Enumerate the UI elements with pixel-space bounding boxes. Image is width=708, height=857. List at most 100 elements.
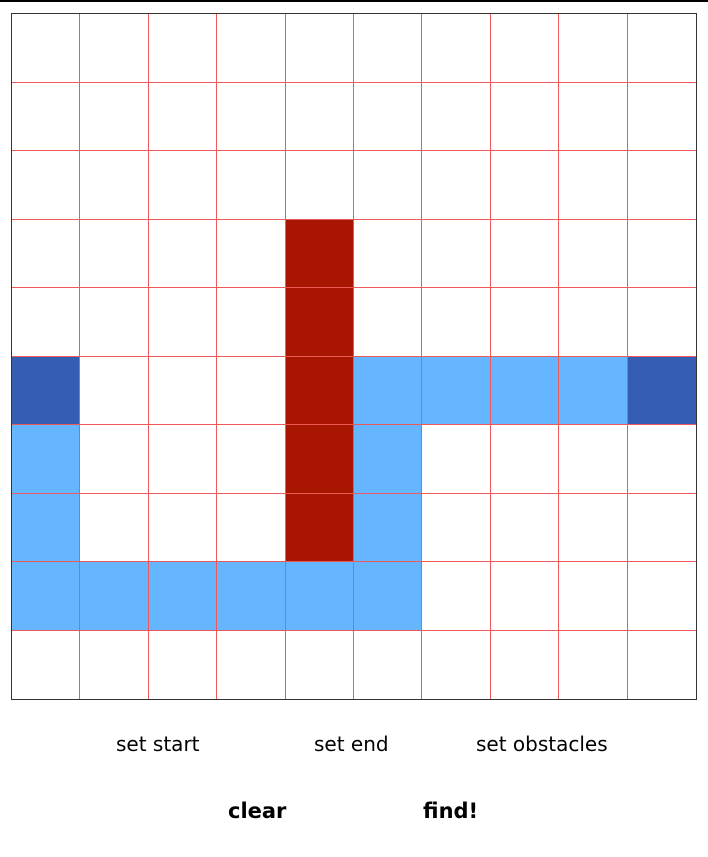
grid-cell-empty[interactable] [627, 82, 696, 151]
grid-cell-empty[interactable] [559, 151, 628, 220]
grid-cell-path[interactable] [490, 356, 560, 425]
grid-cell-obstacle[interactable] [285, 356, 354, 425]
grid-cell-empty[interactable] [285, 151, 354, 220]
grid-cell-empty[interactable] [627, 151, 696, 220]
grid-cell-empty[interactable] [490, 82, 560, 151]
grid-cell-empty[interactable] [80, 82, 149, 151]
grid-cell-empty[interactable] [217, 288, 286, 357]
grid-cell-empty[interactable] [217, 151, 286, 220]
grid-cell-empty[interactable] [12, 151, 81, 220]
grid-cell-empty[interactable] [627, 493, 696, 562]
grid-cell-empty[interactable] [422, 493, 491, 562]
grid-cell-empty[interactable] [80, 493, 149, 562]
grid-cell-empty[interactable] [12, 14, 81, 83]
grid-cell-path[interactable] [559, 356, 628, 425]
grid-cell-obstacle[interactable] [285, 493, 354, 562]
grid-cell-empty[interactable] [559, 630, 628, 699]
grid-cell-empty[interactable] [80, 219, 149, 288]
grid-cell-empty[interactable] [354, 82, 423, 151]
grid-cell-path[interactable] [354, 425, 423, 494]
grid-cell-empty[interactable] [148, 288, 218, 357]
grid-cell-empty[interactable] [627, 562, 696, 631]
grid-cell-empty[interactable] [559, 219, 628, 288]
find-button[interactable]: find! [423, 799, 479, 823]
grid-cell-empty[interactable] [12, 630, 81, 699]
grid-cell-empty[interactable] [148, 630, 218, 699]
grid-cell-empty[interactable] [422, 219, 491, 288]
grid-cell-empty[interactable] [559, 82, 628, 151]
grid-cell-empty[interactable] [12, 219, 81, 288]
grid-cell-empty[interactable] [80, 425, 149, 494]
grid-cell-path[interactable] [217, 562, 286, 631]
grid-cell-path[interactable] [354, 356, 423, 425]
grid-cell-empty[interactable] [559, 493, 628, 562]
grid-cell-empty[interactable] [422, 562, 491, 631]
grid-cell-empty[interactable] [148, 82, 218, 151]
grid-cell-empty[interactable] [80, 288, 149, 357]
grid-cell-path[interactable] [354, 562, 423, 631]
grid-cell-obstacle[interactable] [285, 219, 354, 288]
grid-cell-empty[interactable] [354, 219, 423, 288]
set-end-button[interactable]: set end [314, 732, 389, 756]
grid-cell-empty[interactable] [217, 425, 286, 494]
clear-button[interactable]: clear [228, 799, 287, 823]
grid-cell-empty[interactable] [559, 14, 628, 83]
grid-cell-empty[interactable] [285, 82, 354, 151]
grid-cell-empty[interactable] [354, 14, 423, 83]
grid-cell-empty[interactable] [422, 425, 491, 494]
grid-cell-empty[interactable] [490, 630, 560, 699]
grid-cell-empty[interactable] [285, 630, 354, 699]
grid-cell-empty[interactable] [217, 493, 286, 562]
grid-cell-empty[interactable] [12, 288, 81, 357]
grid-cell-empty[interactable] [422, 151, 491, 220]
grid-cell-empty[interactable] [148, 356, 218, 425]
set-start-button[interactable]: set start [116, 732, 200, 756]
grid-cell-path[interactable] [12, 562, 81, 631]
grid-cell-path[interactable] [80, 562, 149, 631]
grid-cell-path[interactable] [12, 493, 81, 562]
grid-cell-empty[interactable] [217, 356, 286, 425]
grid-cell-path[interactable] [148, 562, 218, 631]
grid-cell-empty[interactable] [490, 562, 560, 631]
grid-cell-empty[interactable] [627, 288, 696, 357]
grid-cell-empty[interactable] [627, 219, 696, 288]
grid-cell-empty[interactable] [354, 630, 423, 699]
grid-cell-path[interactable] [12, 425, 81, 494]
grid-cell-empty[interactable] [422, 630, 491, 699]
grid-cell-empty[interactable] [627, 14, 696, 83]
grid-cell-empty[interactable] [285, 14, 354, 83]
grid-cell-empty[interactable] [490, 14, 560, 83]
grid-cell-empty[interactable] [490, 151, 560, 220]
grid-cell-empty[interactable] [627, 425, 696, 494]
grid-cell-empty[interactable] [148, 151, 218, 220]
pathfinding-grid[interactable] [11, 13, 697, 700]
grid-cell-empty[interactable] [422, 288, 491, 357]
grid-cell-empty[interactable] [148, 219, 218, 288]
grid-cell-empty[interactable] [490, 425, 560, 494]
grid-cell-path[interactable] [422, 356, 491, 425]
grid-cell-empty[interactable] [148, 425, 218, 494]
grid-cell-path[interactable] [285, 562, 354, 631]
grid-cell-empty[interactable] [354, 288, 423, 357]
grid-cell-empty[interactable] [354, 151, 423, 220]
grid-cell-empty[interactable] [80, 356, 149, 425]
grid-cell-path[interactable] [354, 493, 423, 562]
grid-cell-empty[interactable] [148, 14, 218, 83]
grid-cell-empty[interactable] [148, 493, 218, 562]
grid-cell-empty[interactable] [12, 82, 81, 151]
grid-cell-empty[interactable] [559, 288, 628, 357]
grid-cell-empty[interactable] [80, 630, 149, 699]
grid-cell-obstacle[interactable] [285, 288, 354, 357]
grid-cell-empty[interactable] [80, 151, 149, 220]
grid-cell-empty[interactable] [217, 82, 286, 151]
set-obstacles-button[interactable]: set obstacles [476, 732, 608, 756]
grid-cell-endpoint[interactable] [627, 356, 696, 425]
grid-cell-empty[interactable] [217, 219, 286, 288]
grid-cell-empty[interactable] [490, 288, 560, 357]
grid-cell-empty[interactable] [80, 14, 149, 83]
grid-cell-obstacle[interactable] [285, 425, 354, 494]
grid-cell-empty[interactable] [217, 14, 286, 83]
grid-cell-empty[interactable] [217, 630, 286, 699]
grid-cell-empty[interactable] [422, 14, 491, 83]
grid-cell-empty[interactable] [627, 630, 696, 699]
